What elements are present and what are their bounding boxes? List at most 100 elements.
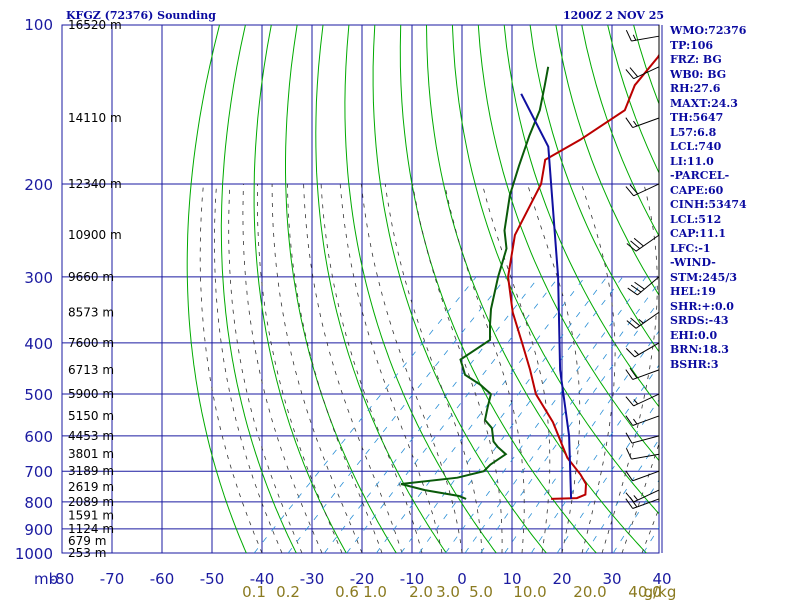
wind-barb (626, 234, 660, 252)
wind-barb-staff (632, 498, 660, 509)
wind-barb-flag (629, 184, 639, 195)
pressure-tick-label: 700 (24, 463, 53, 481)
pressure-tick-label: 100 (24, 16, 53, 34)
mixing-ratio-line (346, 276, 560, 553)
temperature-tick-label: -60 (150, 570, 175, 588)
temperature-tick-label: 20 (552, 570, 571, 588)
moist-adiabat (228, 183, 303, 553)
mixing-ratio-line (556, 399, 659, 553)
mixing-ratio-line (643, 526, 659, 553)
wind-barb (625, 117, 660, 129)
height-label: 6713 m (68, 363, 114, 377)
wind-barb (627, 276, 660, 296)
pressure-tick-label: 900 (24, 521, 53, 539)
pressure-temperature-grid (61, 24, 663, 554)
mixing-ratio-line (376, 276, 586, 553)
wind-barb-flag (625, 498, 634, 509)
wind-barb (625, 393, 660, 407)
wind-barb-flag (633, 399, 639, 405)
moist-adiabat (339, 183, 443, 553)
moist-adiabat (214, 183, 283, 553)
mixing-ratio-line (253, 276, 477, 553)
dry-adiabat (451, 25, 659, 515)
temperature-tick-label: -40 (250, 570, 275, 588)
dry-adiabat (711, 25, 800, 564)
height-label: 12340 m (68, 177, 122, 191)
dry-adiabat (372, 25, 547, 553)
height-label: 4453 m (68, 429, 114, 443)
wind-barb-flag (625, 29, 632, 42)
moist-adiabat (601, 183, 658, 553)
moist-adiabat (444, 183, 525, 553)
wind-barb-flag (625, 470, 634, 482)
wind-barb-staff (632, 117, 660, 129)
wind-barb (625, 29, 660, 42)
temperature-tick-label: -10 (400, 570, 425, 588)
wind-barb-flag (629, 67, 639, 78)
mixing-ratio-line (585, 438, 659, 553)
mixing-ratio-line (287, 276, 507, 553)
temperature-tick-label: 10 (502, 570, 521, 588)
moist-adiabat (481, 183, 551, 553)
wind-barb-flag (630, 317, 641, 327)
dry-adiabat (529, 25, 659, 353)
wind-barb (625, 66, 660, 80)
temperature-tick-label: 0 (457, 570, 467, 588)
x-axis-label: mb (34, 570, 58, 588)
wind-barb-staff (631, 453, 660, 460)
wind-barb-flag (625, 415, 634, 426)
mixing-ratio-line (324, 276, 540, 553)
mixing-ratio-line (445, 276, 647, 553)
pressure-tick-label: 200 (24, 176, 53, 194)
mixing-ratio-line (612, 479, 659, 553)
height-label: 1591 m (68, 509, 114, 523)
adiabats-layer (186, 25, 800, 564)
dry-adiabat (285, 25, 397, 553)
height-label: 1124 m (68, 522, 114, 536)
wind-barb-flag (627, 287, 638, 296)
height-label: 679 m (68, 534, 106, 548)
pressure-tick-label: 500 (24, 386, 53, 404)
wind-barb-staff (631, 35, 660, 42)
pressure-tick-label: 300 (24, 269, 53, 287)
wind-barb-staff (633, 489, 660, 503)
dry-adiabat (737, 25, 800, 564)
dry-adiabat (477, 25, 659, 462)
wind-barb-flag (625, 117, 634, 128)
height-label: 2619 m (68, 480, 114, 494)
dry-adiabat (581, 25, 659, 237)
moist-adiabat (581, 183, 616, 553)
wind-barb (625, 415, 660, 426)
dry-adiabat (426, 25, 647, 553)
mixing-ratio-label: 1.0 (363, 583, 387, 600)
wind-barb-staff (635, 311, 660, 329)
dry-adiabat (344, 25, 497, 553)
wind-barb-flag (626, 243, 637, 252)
temperature-tick-label: -80 (50, 570, 75, 588)
dry-adiabat (253, 25, 347, 553)
pressure-tick-label: 600 (24, 428, 53, 446)
mixing-ratio-label: 3.0 (436, 583, 460, 600)
wind-barb-flag (626, 320, 637, 329)
parcel-line (520, 93, 573, 499)
moist-adiabat (412, 183, 503, 553)
wind-barb (626, 311, 660, 329)
wind-barb (625, 183, 660, 197)
wind-barb-staff (632, 470, 660, 482)
mixing-ratio-label: 0.1 (242, 583, 266, 600)
mixing-ratio-label: 0.6 (335, 583, 359, 600)
temperature-line (507, 53, 659, 500)
profiles-layer (400, 53, 659, 500)
height-label: 253 m (68, 546, 106, 560)
wind-barb-staff (633, 66, 660, 80)
moist-adiabat (257, 183, 343, 553)
dry-adiabat (503, 25, 659, 408)
height-label: 14110 m (68, 111, 122, 125)
height-label: 5150 m (68, 409, 114, 423)
moist-adiabat (641, 507, 659, 553)
mixing-ratio-line (504, 330, 659, 553)
moist-adiabat (384, 183, 483, 553)
wind-barb (625, 470, 660, 482)
